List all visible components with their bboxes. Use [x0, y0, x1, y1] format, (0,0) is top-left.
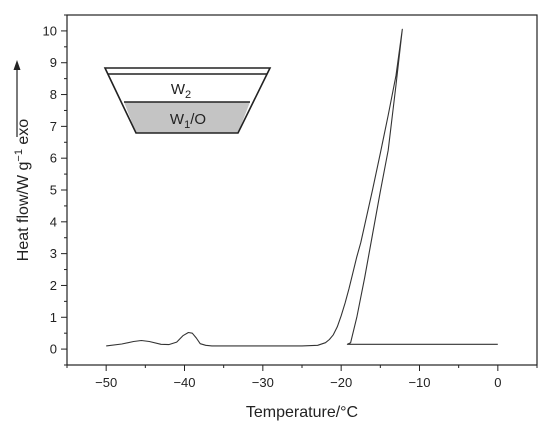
y-axis-ticks: 0 1 2 3 4 5 6 7 8 9 10	[43, 14, 67, 366]
x-axis-ticks: −50 −40 −30 −20 −10 0	[66, 365, 538, 390]
y-tick-label: 3	[50, 246, 57, 261]
y-tick-label: 5	[50, 183, 57, 198]
x-tick-label: −10	[408, 375, 430, 390]
y-tick-label: 1	[50, 310, 57, 325]
y-tick-label: 10	[43, 23, 57, 38]
y-axis-label-group: Heat flow/W g−1 exo	[13, 119, 32, 261]
x-axis-label: Temperature/°C	[246, 404, 358, 421]
y-tick-label: 2	[50, 278, 57, 293]
x-tick-label: 0	[494, 375, 501, 390]
x-tick-label: −40	[173, 375, 195, 390]
x-tick-label: −20	[330, 375, 352, 390]
y-tick-label: 9	[50, 55, 57, 70]
y-tick-label: 6	[50, 151, 57, 166]
x-tick-label: −50	[95, 375, 117, 390]
y-tick-label: 0	[50, 342, 57, 357]
data-curves	[106, 28, 498, 347]
y-tick-label: 8	[50, 87, 57, 102]
y-axis-label-exo: exo	[15, 119, 32, 149]
y-axis-label: Heat flow/W g−1 exo	[13, 119, 32, 261]
y-tick-label: 4	[50, 214, 57, 229]
emulsion-layer-inset: W2 W1/O	[103, 67, 272, 134]
container-trapezoid	[103, 67, 272, 134]
exo-arrow-icon	[13, 60, 21, 137]
w2-layer-label: W2	[171, 81, 191, 101]
w1o-layer-fill	[124, 102, 250, 133]
y-tick-label: 7	[50, 119, 57, 134]
x-tick-label: −30	[252, 375, 274, 390]
y-axis-label-exponent: −1	[13, 149, 25, 162]
w1o-layer-label: W1/O	[170, 111, 206, 131]
y-axis-label-main: Heat flow/W g	[15, 162, 32, 262]
heat-flow-curve	[106, 28, 498, 347]
